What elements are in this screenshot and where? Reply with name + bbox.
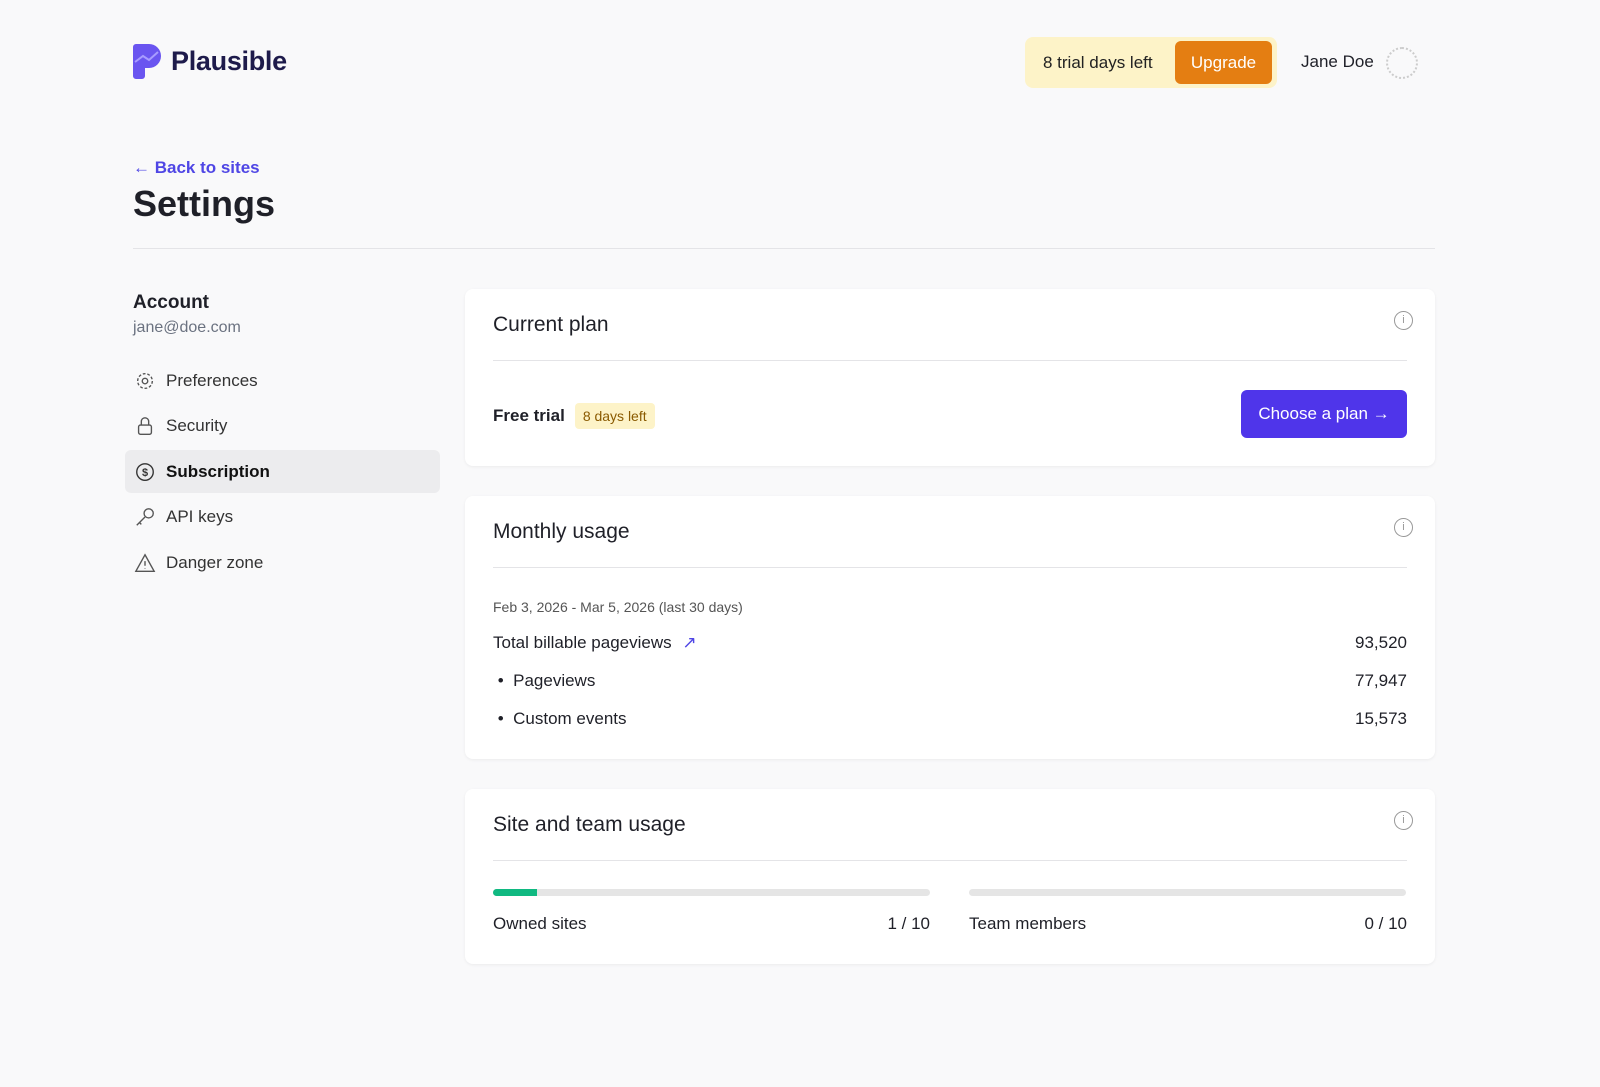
total-billable-value: 93,520 bbox=[1355, 633, 1407, 652]
plausible-logo-icon bbox=[133, 44, 161, 79]
info-icon[interactable]: i bbox=[1394, 311, 1413, 330]
trial-banner: 8 trial days left Upgrade bbox=[1025, 37, 1277, 88]
account-heading: Account bbox=[133, 292, 209, 313]
sidebar-item-security[interactable]: Security bbox=[125, 405, 440, 448]
days-left-badge: 8 days left bbox=[574, 403, 655, 429]
account-email: jane@doe.com bbox=[133, 319, 241, 336]
owned-sites-progress-fill bbox=[493, 889, 537, 896]
lock-icon bbox=[137, 417, 153, 435]
brand-name: Plausible bbox=[171, 45, 287, 76]
sidebar-item-label: Danger zone bbox=[166, 552, 264, 572]
total-billable-text: Total billable pageviews bbox=[493, 633, 672, 652]
key-icon bbox=[136, 508, 154, 526]
owned-sites-progress bbox=[493, 889, 930, 896]
upgrade-button[interactable]: Upgrade bbox=[1175, 41, 1272, 84]
pageviews-label: • Pageviews bbox=[493, 671, 596, 690]
custom-events-label: • Custom events bbox=[493, 709, 627, 728]
divider bbox=[493, 860, 1407, 861]
sidebar-item-label: Preferences bbox=[166, 370, 258, 390]
card-title: Monthly usage bbox=[493, 520, 630, 543]
sidebar-item-api-keys[interactable]: API keys bbox=[125, 496, 440, 539]
sidebar-item-label: Security bbox=[166, 416, 228, 435]
dollar-icon: $ bbox=[136, 462, 154, 481]
svg-text:$: $ bbox=[142, 467, 148, 479]
sidebar-item-danger-zone[interactable]: Danger zone bbox=[125, 541, 440, 584]
gear-icon bbox=[136, 372, 154, 389]
owned-sites-value: 1 / 10 bbox=[887, 914, 930, 933]
custom-events-text: Custom events bbox=[513, 709, 627, 728]
owned-sites-label: Owned sites bbox=[493, 914, 587, 933]
card-title: Current plan bbox=[493, 313, 609, 336]
site-team-usage-card: Site and team usage i Owned sites 1 / 10 … bbox=[465, 789, 1435, 964]
sidebar-item-label: Subscription bbox=[166, 461, 270, 481]
card-title: Site and team usage bbox=[493, 813, 686, 836]
back-to-sites-link[interactable]: ← Back to sites bbox=[133, 158, 260, 177]
custom-events-value: 15,573 bbox=[1355, 709, 1407, 728]
sidebar-item-label: API keys bbox=[166, 507, 234, 526]
usage-period: Feb 3, 2026 - Mar 5, 2026 (last 30 days) bbox=[493, 599, 743, 615]
trial-days-text: 8 trial days left bbox=[1043, 52, 1153, 72]
divider bbox=[493, 567, 1407, 568]
total-billable-label: Total billable pageviews ↗ bbox=[493, 633, 697, 653]
plausible-logo[interactable]: Plausible bbox=[133, 42, 287, 80]
divider bbox=[493, 360, 1407, 361]
divider bbox=[133, 248, 1435, 249]
team-members-progress bbox=[969, 889, 1406, 896]
team-members-value: 0 / 10 bbox=[1364, 914, 1407, 933]
settings-nav: Preferences Security $ Subscription API k… bbox=[125, 359, 440, 587]
pageviews-text: Pageviews bbox=[513, 671, 596, 690]
user-menu[interactable]: Jane Doe bbox=[1301, 52, 1374, 71]
sidebar-item-subscription[interactable]: $ Subscription bbox=[125, 450, 440, 493]
team-members-label: Team members bbox=[969, 914, 1087, 933]
page-title: Settings bbox=[133, 183, 276, 224]
external-link-icon[interactable]: ↗ bbox=[682, 633, 697, 652]
avatar[interactable] bbox=[1386, 47, 1418, 79]
current-plan-card: Current plan i Free trial 8 days left Ch… bbox=[465, 289, 1435, 466]
info-icon[interactable]: i bbox=[1394, 811, 1413, 830]
pageviews-value: 77,947 bbox=[1355, 671, 1407, 690]
choose-plan-button[interactable]: Choose a plan → bbox=[1241, 390, 1407, 438]
monthly-usage-card: Monthly usage i Feb 3, 2026 - Mar 5, 202… bbox=[465, 496, 1435, 759]
plan-name: Free trial bbox=[493, 406, 565, 425]
info-icon[interactable]: i bbox=[1394, 518, 1413, 537]
warning-icon bbox=[134, 552, 156, 572]
sidebar-item-preferences[interactable]: Preferences bbox=[125, 359, 440, 402]
